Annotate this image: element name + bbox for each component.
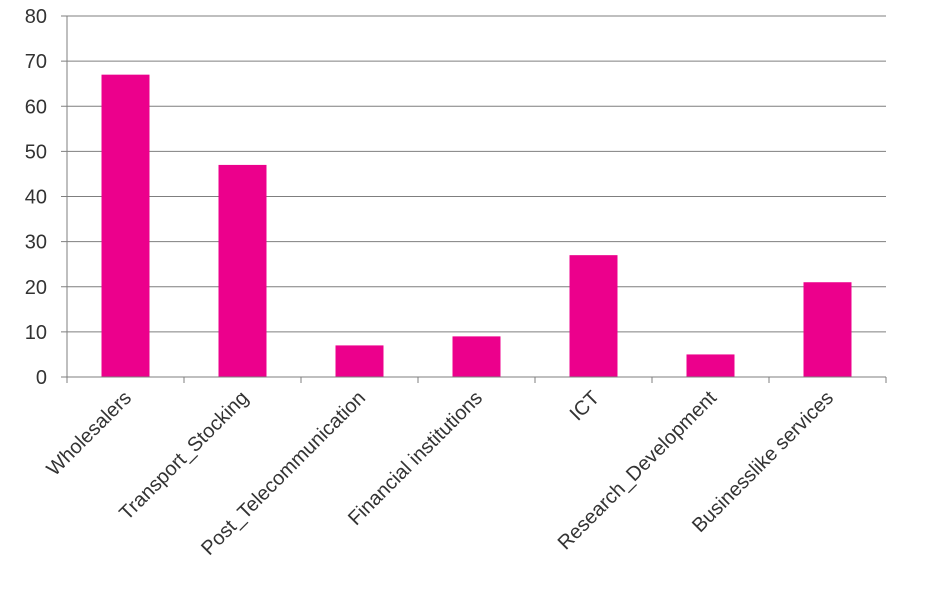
axes — [61, 15, 887, 383]
bar-transport-stocking — [218, 164, 267, 377]
y-tick-label: 20 — [25, 277, 47, 299]
y-tick-label: 50 — [25, 141, 47, 163]
bar-research-development — [686, 354, 735, 377]
y-tick-label: 60 — [25, 96, 47, 118]
bar-ict — [569, 255, 618, 377]
x-tick-labels: WholesalersTransport_StockingPost_Teleco… — [43, 387, 838, 560]
y-tick-label: 40 — [25, 187, 47, 209]
y-tick-label: 10 — [25, 322, 47, 344]
y-tick-label: 80 — [25, 6, 47, 28]
y-tick-labels: 0 10 20 30 40 50 60 70 80 — [25, 6, 47, 389]
x-tick-label: Wholesalers — [43, 387, 136, 480]
y-tick-label: 30 — [25, 232, 47, 254]
y-tick-label: 70 — [25, 51, 47, 73]
x-tick-label: ICT — [566, 387, 604, 425]
bar-businesslike-services — [803, 282, 852, 377]
bars — [101, 74, 852, 377]
x-tick-label: Financial institutions — [344, 387, 487, 530]
bar-financial-institutions — [452, 336, 501, 377]
bar-wholesalers — [101, 74, 150, 377]
gridlines — [67, 15, 886, 333]
y-tick-label: 0 — [36, 367, 47, 389]
x-tick-label: Transport_Stocking — [115, 387, 253, 525]
bar-post-telecommunication — [335, 345, 384, 377]
